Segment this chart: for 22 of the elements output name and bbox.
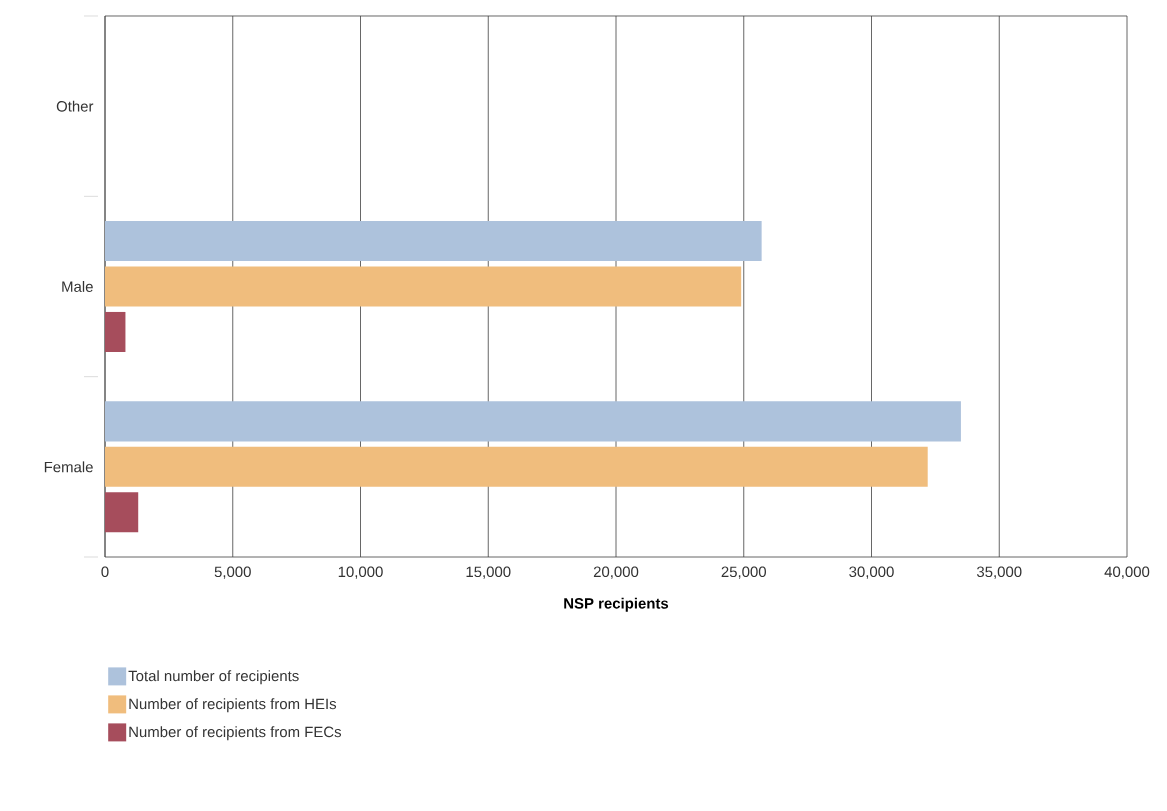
x-tick-label: 35,000	[976, 566, 1022, 579]
x-tick-label: 25,000	[721, 566, 766, 579]
bar	[105, 220, 762, 262]
x-tick-label: 30,000	[849, 566, 894, 579]
x-tick-label: 0	[101, 566, 109, 578]
bar	[105, 446, 928, 487]
legend-label: Number of recipients from FECs	[129, 726, 342, 741]
y-tick-label: Male	[62, 281, 93, 292]
bar	[105, 492, 139, 533]
legend-label: Total number of recipients	[128, 670, 299, 685]
x-tick-label: 20,000	[593, 566, 639, 579]
bar	[105, 401, 961, 442]
x-tick-label: 10,000	[338, 566, 383, 579]
x-axis-title: NSP recipients	[564, 597, 669, 612]
x-tick-label: 15,000	[466, 566, 511, 579]
x-tick-label: 5,000	[214, 566, 251, 579]
y-tick-label: Other	[56, 100, 94, 112]
legend-label: Number of recipients from HEIs	[129, 698, 337, 713]
x-tick-label: 40,000	[1104, 566, 1150, 579]
bar	[105, 266, 742, 307]
bar	[105, 311, 126, 353]
y-tick-label: Female	[44, 461, 93, 473]
